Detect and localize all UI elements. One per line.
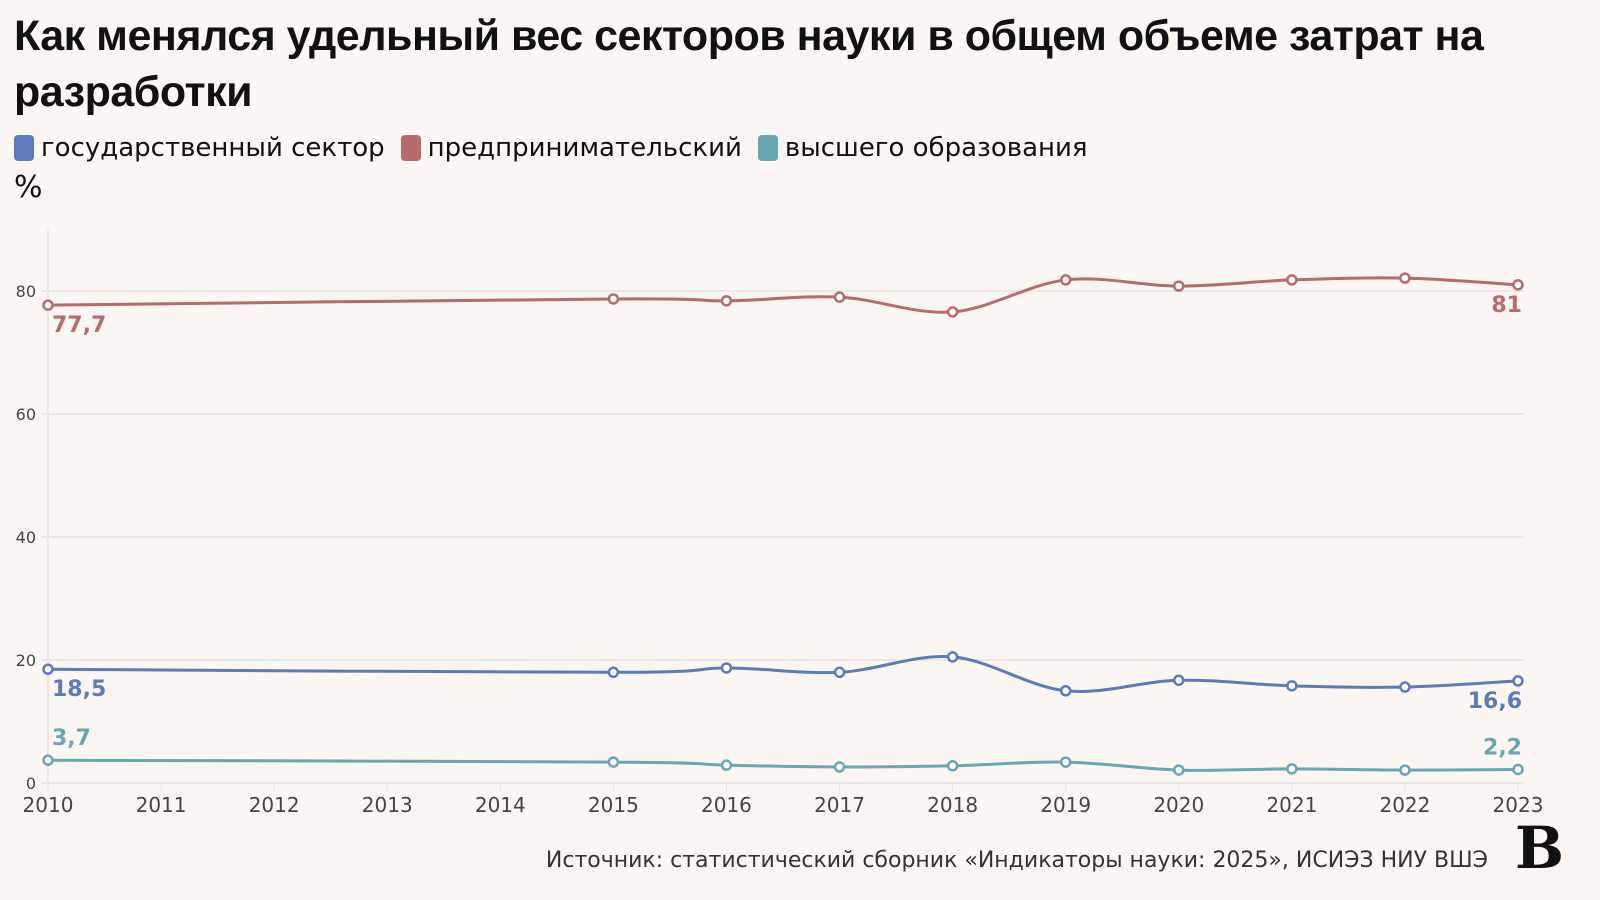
data-label-last: 81 — [1491, 293, 1522, 318]
x-tick-label: 2017 — [814, 793, 865, 817]
vedomosti-logo: В — [1515, 814, 1565, 882]
legend-swatch — [14, 135, 34, 161]
data-point — [1512, 763, 1524, 776]
data-point — [1399, 681, 1411, 693]
data-point — [720, 662, 733, 674]
y-tick-label: 20 — [16, 651, 36, 670]
data-point — [946, 651, 959, 663]
x-tick-label: 2023 — [1493, 793, 1544, 817]
y-tick-label: 80 — [16, 282, 36, 301]
data-point — [1059, 685, 1072, 697]
data-label-first: 3,7 — [52, 726, 91, 751]
data-point — [1059, 756, 1072, 768]
x-tick-label: 2016 — [701, 793, 752, 817]
legend-item-business: предпринимательский — [400, 133, 742, 163]
x-tick-label: 2021 — [1266, 793, 1317, 817]
y-axis-unit: % — [14, 170, 43, 205]
data-point — [607, 756, 620, 768]
x-tick-label: 2013 — [362, 793, 413, 817]
y-tick-label: 0 — [26, 774, 36, 793]
x-tick-label: 2010 — [23, 793, 74, 817]
data-point — [946, 760, 959, 772]
data-point — [1173, 280, 1185, 292]
x-tick-label: 2020 — [1153, 793, 1204, 817]
data-point — [1173, 764, 1185, 776]
data-point — [1286, 763, 1298, 775]
y-tick-label: 40 — [16, 528, 36, 547]
legend-item-higher-education: высшего образования — [757, 133, 1088, 163]
data-point — [1173, 674, 1185, 687]
data-point — [1512, 279, 1524, 291]
data-point — [1399, 272, 1411, 284]
x-tick-label: 2018 — [927, 793, 978, 817]
legend-label: предпринимательский — [427, 133, 742, 163]
data-label-last: 16,6 — [1468, 689, 1522, 714]
x-tick-label: 2011 — [136, 793, 187, 817]
legend-item-government: государственный сектор — [14, 133, 385, 163]
data-point — [42, 663, 54, 675]
data-point — [42, 754, 54, 766]
legend-swatch — [757, 135, 778, 161]
data-point — [1059, 274, 1072, 286]
data-point — [833, 761, 846, 773]
data-point — [833, 666, 846, 679]
legend-label: государственный сектор — [41, 133, 385, 163]
data-point — [720, 295, 733, 307]
data-point — [833, 291, 846, 303]
data-label-first: 77,7 — [52, 313, 106, 338]
x-tick-label: 2014 — [475, 793, 526, 817]
series-line — [47, 276, 1519, 314]
x-tick-label: 2012 — [249, 793, 300, 817]
legend-label: высшего образования — [784, 133, 1088, 163]
data-point — [1512, 675, 1524, 687]
data-point — [42, 299, 54, 311]
source-note: Источник: статистический сборник «Индика… — [545, 848, 1488, 873]
x-tick-label: 2019 — [1040, 793, 1091, 817]
y-tick-label: 60 — [16, 405, 36, 424]
x-tick-label: 2022 — [1379, 793, 1430, 817]
data-point — [607, 293, 620, 305]
data-point — [607, 666, 620, 679]
data-label-first: 18,5 — [52, 677, 106, 702]
chart-title: Как менялся удельный вес секторов науки … — [14, 12, 1484, 116]
legend-swatch — [400, 135, 421, 161]
legend: государственный сектор предпринимательск… — [14, 133, 1088, 163]
data-point — [720, 759, 733, 771]
x-tick-label: 2015 — [588, 793, 639, 817]
data-point — [1399, 764, 1411, 776]
data-point — [1286, 274, 1298, 286]
data-point — [1286, 680, 1298, 692]
data-point — [946, 306, 959, 318]
data-label-last: 2,2 — [1483, 735, 1522, 760]
